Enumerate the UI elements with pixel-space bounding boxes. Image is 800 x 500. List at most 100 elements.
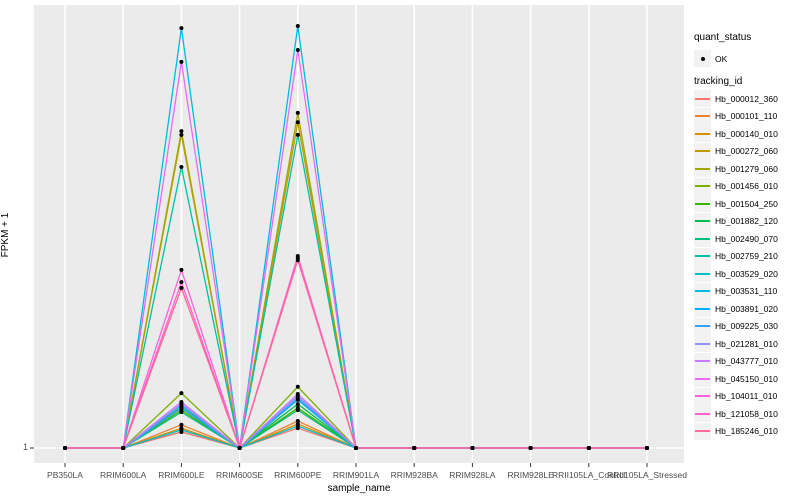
legend-item: Hb_003531_110 [694,282,777,300]
x-tick-label: RRIM600LE [158,470,205,480]
data-point [295,418,300,423]
legend-item-label: Hb_121058_010 [715,408,778,419]
x-tick-label: RRII105LA_Control [551,470,626,480]
legend-item-label: Hb_002759_210 [715,251,778,261]
legend-item: Hb_001504_250 [694,195,778,212]
line-swatch-icon [695,202,710,205]
data-point [645,446,649,450]
data-point [237,446,242,450]
legend-key-box [694,142,711,160]
data-point [295,110,300,115]
data-point [295,391,300,396]
legend-key-box [694,212,711,230]
panel-background [34,5,684,463]
legend-key-box [694,317,711,335]
line-swatch-icon [695,325,710,327]
legend-item: Hb_009225_030 [694,317,778,335]
legend-item: Hb_121058_010 [694,405,778,422]
legend-item: Hb_104011_010 [694,387,777,405]
legend-key-box [694,195,711,212]
x-tick-label: RRII105LA_Stressed [607,470,687,480]
line-swatch-icon [695,255,710,257]
legend-item-label: Hb_001504_250 [715,198,778,209]
data-point [179,164,184,169]
data-point [179,405,184,410]
legend-item-ok: OK [694,50,727,67]
line-swatch-icon [695,430,710,432]
legend-key-box [694,160,711,177]
legend-item-label: Hb_000140_010 [715,128,778,139]
data-point [179,267,184,272]
x-axis-title: sample_name [327,483,391,494]
legend-item: Hb_003529_020 [694,265,778,282]
data-point [528,446,533,450]
legend-item-label: Hb_000012_360 [715,93,778,104]
data-point [295,24,300,28]
x-tick-label: RRIM928BA [390,470,438,480]
legend-key-box [694,387,711,405]
data-point [295,120,300,125]
legend-key-box [694,370,711,387]
line-swatch-icon [695,115,710,117]
data-point [354,446,358,450]
data-point [295,132,300,137]
legend-key-box [694,335,711,352]
data-point [179,280,184,285]
legend-item: Hb_185246_010 [694,422,778,440]
line-swatch-icon [695,360,710,362]
legend-item: Hb_002759_210 [694,247,778,265]
legend-key-box [694,352,711,370]
data-point [179,427,184,432]
legend-item-label: Hb_009225_030 [715,321,778,331]
line-swatch-icon [695,97,710,100]
legend-item-label: Hb_003529_020 [715,268,778,279]
line-swatch-icon [695,167,710,170]
legend-item-label: Hb_002490_070 [715,233,778,244]
legend-key-box [694,90,711,107]
data-point [412,446,417,450]
y-tick-label: 1 [22,442,28,452]
data-point [295,402,300,407]
legend-key-box [694,125,711,142]
data-point [179,286,184,291]
x-tick-label: RRIM928LE [507,470,554,480]
data-point [179,26,184,31]
data-point [179,391,184,396]
legend-item: Hb_000272_060 [694,142,778,160]
legend-item-label: Hb_001456_010 [715,181,778,191]
legend-item-label: Hb_001882_120 [715,216,778,226]
legend-item: Hb_021281_010 [694,335,778,352]
legend-key-box [694,230,711,247]
line-swatch-icon [695,290,710,292]
legend-item: Hb_000012_360 [694,90,778,107]
y-axis-title: FPKM + 1 [0,212,11,258]
x-tick-label: PB350LA [47,470,83,480]
legend-item: Hb_045150_010 [694,370,778,387]
x-tick-label: RRIM600SE [215,470,264,480]
data-point [295,408,300,413]
data-point [295,384,300,389]
legend-item: Hb_000140_010 [694,125,778,142]
line-swatch-icon [695,220,710,222]
legend-key-box [694,405,711,422]
legend-item: Hb_001279_060 [694,160,778,177]
data-point [121,446,126,450]
data-point [179,129,184,134]
legend-item-label: Hb_003891_020 [715,303,778,314]
legend-key-box [694,247,711,265]
legend-item-label: OK [715,53,728,64]
legend-item-label: Hb_001279_060 [715,163,778,174]
data-point [295,258,300,263]
line-swatch-icon [695,342,710,345]
data-point [295,48,300,53]
x-tick-label: RRIM600LA [100,470,147,480]
legend-title-tracking-id: tracking_id [694,76,743,87]
legend-item-label: Hb_021281_010 [715,338,778,349]
data-point [586,446,591,450]
line-swatch-icon [695,395,710,397]
legend-key-box [694,300,711,317]
legend-key-box [694,422,711,440]
legend-key-box [694,282,711,300]
line-swatch-icon [695,307,710,310]
